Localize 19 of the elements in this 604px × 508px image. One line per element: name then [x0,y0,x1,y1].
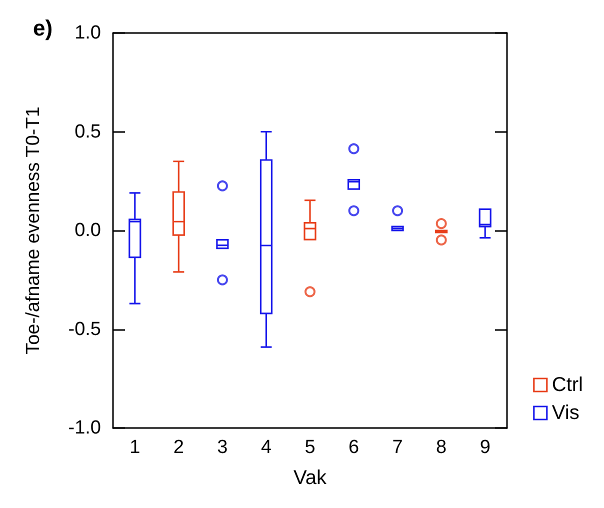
x-tick-label: 4 [260,437,272,458]
y-tick-label: 1.0 [74,22,101,44]
y-tick-label: 0.5 [74,121,101,142]
x-axis-title: Vak [294,467,328,489]
legend-label: Ctrl [552,374,584,396]
legend-label: Vis [552,402,580,424]
x-tick-label: 1 [130,437,140,458]
x-tick-label: 6 [348,437,360,458]
chart-title: e) [33,16,53,40]
x-tick-label: 7 [392,437,403,458]
x-tick-label: 5 [304,437,316,458]
y-tick-label: -0.5 [68,318,101,340]
y-axis-title: Toe-/afname evenness T0-T1 [23,106,44,354]
y-tick-label: -1.0 [68,418,101,438]
x-tick-label: 2 [173,437,184,458]
y-tick-label: 0.0 [74,220,101,241]
x-tick-label: 9 [480,437,490,458]
x-tick-label: 8 [436,437,447,458]
x-tick-label: 3 [217,437,228,458]
